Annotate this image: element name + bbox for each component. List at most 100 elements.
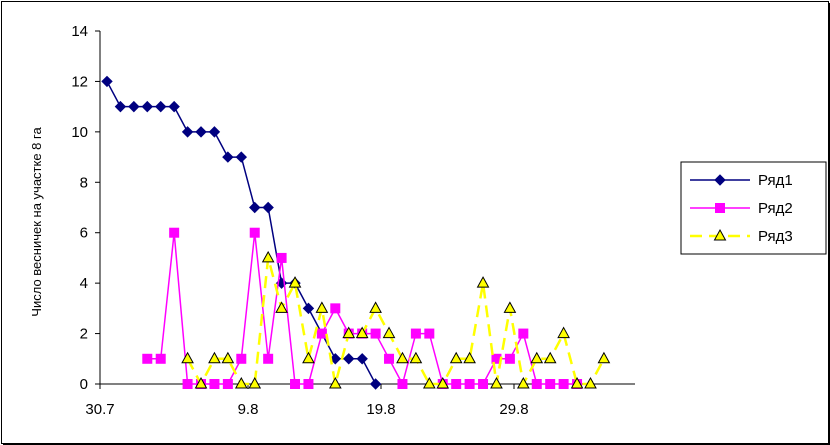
series-2-point — [276, 252, 287, 263]
series-2-point — [249, 227, 260, 238]
y-tick-label: 0 — [80, 376, 88, 393]
series-1-point — [302, 302, 315, 315]
x-tick-label: 29.8 — [499, 401, 528, 418]
series-1-point — [249, 201, 261, 214]
legend-label-1: Ряд1 — [758, 172, 793, 189]
series-2-point — [504, 353, 515, 364]
legend-marker-3 — [713, 228, 727, 241]
y-axis-title: Число весничек на участке 8 га — [29, 127, 44, 317]
y-tick-label: 8 — [80, 174, 88, 191]
series-3-point — [543, 351, 557, 364]
series-2-point — [316, 328, 327, 339]
series-3-point — [275, 301, 288, 313]
legend-label-2: Ряд2 — [758, 200, 793, 217]
series-2-point — [330, 303, 341, 314]
series-3-point — [369, 301, 382, 313]
y-tick-label: 14 — [71, 23, 88, 40]
series-3-point — [584, 376, 597, 389]
series-1 — [101, 75, 382, 390]
series-3-point — [449, 351, 463, 364]
series-3-point — [597, 351, 611, 364]
y-tick-label: 6 — [80, 225, 88, 242]
series-2-point — [464, 379, 475, 389]
series-3 — [181, 250, 611, 389]
series-2-point — [410, 328, 421, 339]
series-2-point — [545, 379, 556, 389]
series-1-point — [155, 100, 167, 113]
series-2-point — [155, 353, 166, 364]
series-3-point — [422, 376, 436, 389]
y-tick-label: 4 — [80, 275, 88, 292]
series-1-point — [369, 378, 382, 390]
series-1-point — [168, 100, 180, 113]
x-tick-label: 30.7 — [85, 401, 114, 418]
y-axis-title-group: Число весничек на участке 8 га — [29, 127, 44, 317]
series-1-point — [329, 353, 342, 365]
series-2-point — [558, 379, 569, 389]
series-2-point — [424, 328, 435, 339]
legend-marker-1 — [714, 174, 726, 186]
series-2-point — [384, 353, 395, 364]
series-1-point — [195, 126, 207, 138]
series-3-point — [409, 351, 423, 364]
series-3-point — [181, 351, 194, 364]
series-2-point — [142, 353, 153, 364]
x-tick-label: 9.8 — [238, 401, 259, 418]
series-3-point — [315, 301, 329, 313]
chart-series — [101, 75, 611, 390]
series-3-point — [436, 376, 450, 389]
series-1-point — [181, 126, 194, 138]
series-3-point — [221, 351, 235, 364]
series-3-point — [234, 376, 248, 389]
series-1-point — [128, 100, 140, 113]
series-2-point — [531, 379, 542, 389]
series-1-point — [101, 75, 113, 88]
y-tick-label: 12 — [71, 73, 88, 90]
x-tick-label: 19.8 — [366, 401, 395, 418]
series-2-point — [263, 353, 274, 364]
series-1-point — [114, 100, 127, 113]
series-2-point — [397, 379, 408, 389]
series-3-point — [382, 326, 396, 339]
series-2-point — [169, 227, 180, 238]
series-1-point — [235, 151, 248, 163]
y-tick-label: 2 — [80, 326, 88, 343]
series-1-point — [343, 353, 355, 365]
series-3-point — [463, 351, 476, 364]
series-2-point — [451, 379, 462, 389]
series-3-point — [288, 276, 302, 288]
series-2-point — [518, 328, 529, 339]
series-3-point — [342, 326, 356, 339]
series-3-point — [557, 326, 570, 339]
series-3-point — [208, 351, 221, 364]
series-2-point — [370, 328, 381, 339]
series-2-point — [209, 379, 220, 389]
y-tick-label: 10 — [71, 124, 88, 141]
series-1-point — [262, 201, 274, 214]
series-3-point — [302, 351, 315, 364]
series-2-point — [182, 379, 193, 389]
series-2-point — [222, 379, 233, 389]
series-1-point — [356, 353, 368, 365]
series-3-point — [355, 326, 369, 339]
series-2-point — [290, 379, 301, 389]
legend-label-3: Ряд3 — [758, 228, 793, 245]
series-3-point — [530, 351, 544, 364]
series-2-point — [236, 353, 247, 364]
series-1-point — [141, 100, 153, 113]
series-3-point — [248, 376, 262, 389]
series-3-point — [194, 376, 208, 389]
series-3-point — [503, 301, 517, 313]
series-1-point — [222, 151, 234, 163]
chart-legend: Ряд1 Ряд2 Ряд3 — [680, 161, 827, 255]
series-3-point — [261, 250, 275, 263]
series-3-point — [396, 351, 409, 364]
series-3-point — [516, 376, 530, 389]
series-2-point — [303, 379, 314, 389]
series-1-line — [106, 81, 377, 385]
series-2-point — [478, 379, 489, 389]
series-3-point — [570, 376, 584, 389]
series-3-point — [328, 376, 342, 389]
series-3-point — [476, 276, 490, 288]
